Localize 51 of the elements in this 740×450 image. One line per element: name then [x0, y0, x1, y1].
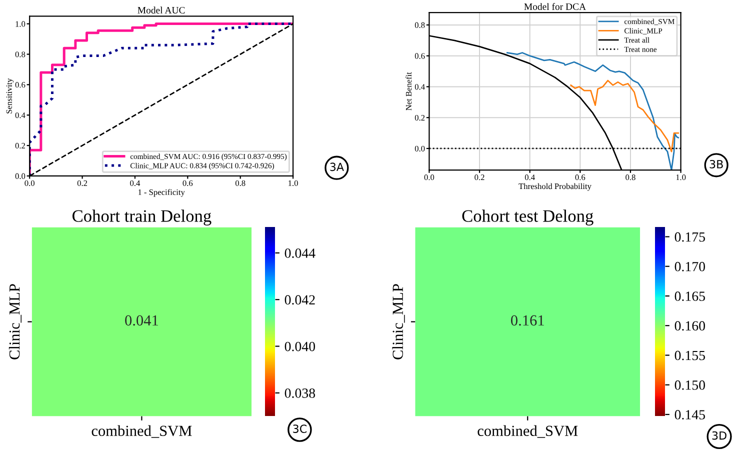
y-tick-label: 0.0 — [414, 146, 425, 152]
text: 3B — [710, 160, 723, 168]
text: 3D — [712, 431, 726, 440]
y-tick-label: 1.0 — [16, 21, 26, 27]
color-bar-label: 0.170 — [674, 262, 706, 272]
chart-title: Model AUC — [138, 6, 185, 14]
y-axis-title: Sensitivity — [6, 78, 14, 114]
color-bar-label: 0.044 — [284, 248, 316, 258]
color-bar-label: 0.165 — [674, 292, 705, 301]
y-tick-label: Clinic_MLP — [392, 284, 405, 360]
color-bar-label: 0.042 — [284, 295, 315, 305]
x-axis-title: Threshold Probability — [518, 183, 592, 191]
y-tick-label: 0.6 — [414, 53, 425, 59]
x-tick-label: 0.6 — [575, 174, 586, 180]
color-bar-label: 0.160 — [674, 321, 706, 331]
x-axis-title: 1 - Specificity — [138, 189, 185, 197]
color-bar-label: 0.175 — [674, 232, 705, 242]
color-bar-label: 0.040 — [284, 342, 316, 352]
y-axis-title: Net Benefit — [406, 72, 412, 110]
color-bar-label: 0.038 — [284, 388, 316, 398]
y-tick-label: 0.4 — [414, 84, 425, 90]
chart-title: Cohort train Delong — [72, 210, 212, 226]
y-tick-label: 0.8 — [414, 22, 425, 28]
y-tick-label: 0.4 — [15, 112, 26, 118]
chart-title: Cohort test Delong — [462, 210, 594, 226]
chart-title: Model for DCA — [524, 2, 586, 10]
line-series — [506, 52, 679, 170]
color-bar-label: 0.150 — [674, 380, 706, 390]
color-bar-label: 0.155 — [674, 350, 705, 360]
y-tick-label: 0.2 — [15, 142, 25, 149]
x-tick-label: 0.0 — [24, 180, 34, 186]
y-tick-label: 0.6 — [15, 82, 26, 88]
x-tick-label: 0.4 — [524, 174, 535, 180]
y-tick-label: 0.8 — [15, 52, 26, 58]
x-tick-label: 0.4 — [130, 180, 140, 186]
data-label: 0.161 — [511, 315, 544, 326]
x-tick-label: 0.6 — [182, 180, 193, 186]
x-tick-label: 0.8 — [626, 174, 636, 180]
x-tick-label: 1.0 — [676, 174, 686, 180]
x-tick-label: 0.2 — [474, 174, 484, 180]
x-tick-label: 0.0 — [424, 174, 434, 180]
line-series — [570, 80, 679, 152]
x-tick-label: 0.2 — [77, 180, 88, 186]
x-tick-label: 0.8 — [235, 180, 246, 186]
text: 3A — [330, 162, 344, 172]
y-tick-label: 0.2 — [414, 114, 425, 121]
color-bar-label: 0.145 — [674, 410, 705, 420]
x-tick-label: 1.0 — [288, 180, 298, 186]
data-label: 0.041 — [125, 315, 158, 326]
y-tick-label: Clinic_MLP — [8, 284, 22, 360]
text: 3C — [293, 424, 307, 433]
